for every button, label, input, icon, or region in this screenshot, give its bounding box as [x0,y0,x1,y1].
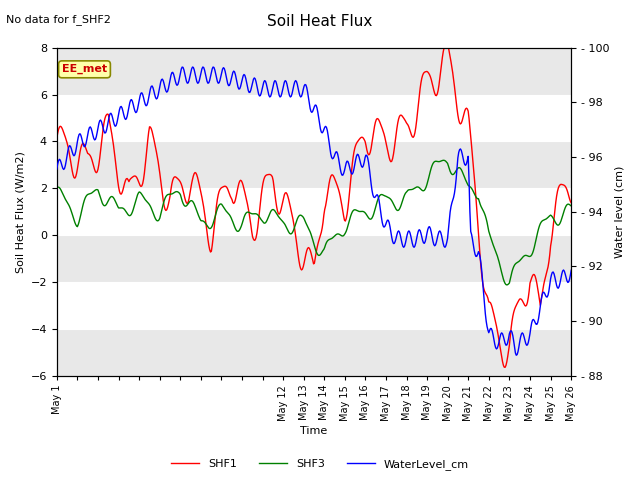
Bar [57,282,572,329]
SHF1 [568,200,575,206]
Bar [57,142,572,188]
Bar [57,95,572,142]
X-axis label: Time: Time [300,426,328,436]
WaterLevel_cm [287,94,294,100]
Y-axis label: Water level (cm): Water level (cm) [615,166,625,258]
SHF3 [285,230,293,236]
SHF3 [440,157,447,163]
WaterLevel_cm [568,267,575,273]
SHF1 [501,364,509,370]
WaterLevel_cm [53,166,61,172]
Text: No data for f_SHF2: No data for f_SHF2 [6,14,111,25]
WaterLevel_cm [185,78,193,84]
Line: SHF1: SHF1 [57,43,572,367]
WaterLevel_cm [513,352,520,358]
Legend: SHF1, SHF3, WaterLevel_cm: SHF1, SHF3, WaterLevel_cm [167,455,473,474]
SHF3 [144,200,152,205]
WaterLevel_cm [357,161,365,167]
SHF1 [396,112,404,118]
SHF1 [185,196,193,202]
SHF3 [53,185,61,191]
WaterLevel_cm [441,244,449,250]
WaterLevel_cm [144,99,152,105]
SHF3 [441,158,449,164]
SHF1 [144,137,152,143]
WaterLevel_cm [209,64,217,70]
SHF3 [396,204,404,210]
SHF3 [356,209,364,215]
SHF1 [440,45,448,50]
Text: EE_met: EE_met [62,64,107,74]
WaterLevel_cm [397,237,405,242]
Bar [57,48,572,95]
SHF3 [503,282,511,288]
SHF1 [285,200,293,206]
Line: SHF3: SHF3 [57,160,572,285]
Line: WaterLevel_cm: WaterLevel_cm [57,67,572,355]
SHF3 [185,200,193,205]
Text: Soil Heat Flux: Soil Heat Flux [268,14,372,29]
SHF1 [356,136,364,142]
SHF1 [53,135,61,141]
SHF1 [443,40,451,46]
Bar [57,188,572,235]
Y-axis label: Soil Heat Flux (W/m2): Soil Heat Flux (W/m2) [15,151,25,273]
Bar [57,329,572,376]
Bar [57,235,572,282]
SHF3 [568,203,575,209]
